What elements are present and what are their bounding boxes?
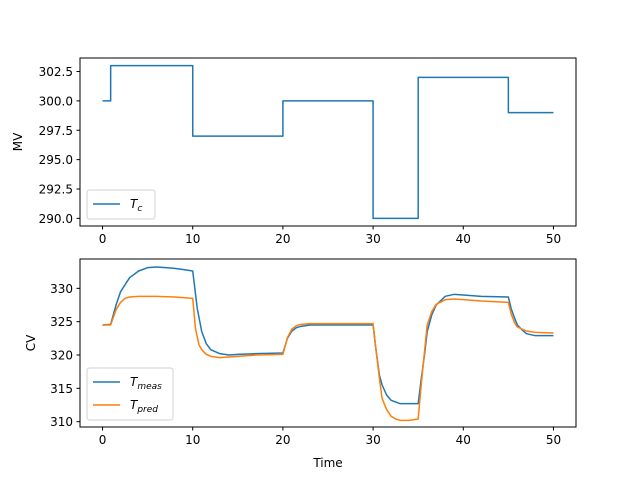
y-tick-label: 292.5 [39, 182, 73, 196]
x-tick-label: 0 [99, 232, 107, 246]
x-axis-label: Time [312, 456, 342, 470]
y-tick-label: 310 [50, 415, 73, 429]
y-tick-label: 302.5 [39, 65, 73, 79]
x-tick-label: 30 [365, 232, 380, 246]
x-tick-label: 10 [185, 232, 200, 246]
x-tick-label: 50 [546, 232, 561, 246]
legend-frame [86, 367, 174, 421]
series-line-t-c [102, 64, 554, 220]
y-tick-label: 290.0 [39, 212, 73, 226]
legend-label: Tmeas [130, 375, 162, 392]
x-tick-label: 10 [185, 433, 200, 447]
axes-frame [79, 57, 577, 227]
cv-subplot: 0 10 20 30 40 50 310 315 320 325 330 CV Time Tmeas Tpr… [24, 258, 577, 470]
x-tick-label: 40 [456, 433, 471, 447]
legend: Tc [86, 189, 156, 220]
y-tick-label: 325 [50, 315, 73, 329]
series-line-t-pred [102, 295, 554, 422]
y-axis-label: CV [24, 334, 38, 351]
x-tick-label: 0 [99, 433, 107, 447]
legend-label: Tc [130, 197, 142, 214]
y-tick-label: 297.5 [39, 124, 73, 138]
x-tick-label: 50 [546, 433, 561, 447]
x-tick-label: 20 [275, 232, 290, 246]
x-tick-label: 30 [365, 433, 380, 447]
series-line-t-meas [102, 266, 554, 405]
y-tick-label: 295.0 [39, 153, 73, 167]
y-tick-label: 320 [50, 349, 73, 363]
y-tick-label: 315 [50, 382, 73, 396]
legend-frame [86, 189, 156, 220]
x-tick-label: 40 [456, 232, 471, 246]
y-tick-label: 300.0 [39, 94, 73, 108]
legend: Tmeas Tpred [86, 367, 174, 421]
x-tick-label: 20 [275, 433, 290, 447]
y-tick-label: 330 [50, 282, 73, 296]
mv-subplot: 0 10 20 30 40 50 290.0 292.5 295.0 297.5 300.0 302.… [11, 57, 577, 246]
y-axis-label: MV [11, 132, 25, 151]
legend-label: Tpred [130, 398, 158, 415]
axes-frame [79, 258, 577, 428]
